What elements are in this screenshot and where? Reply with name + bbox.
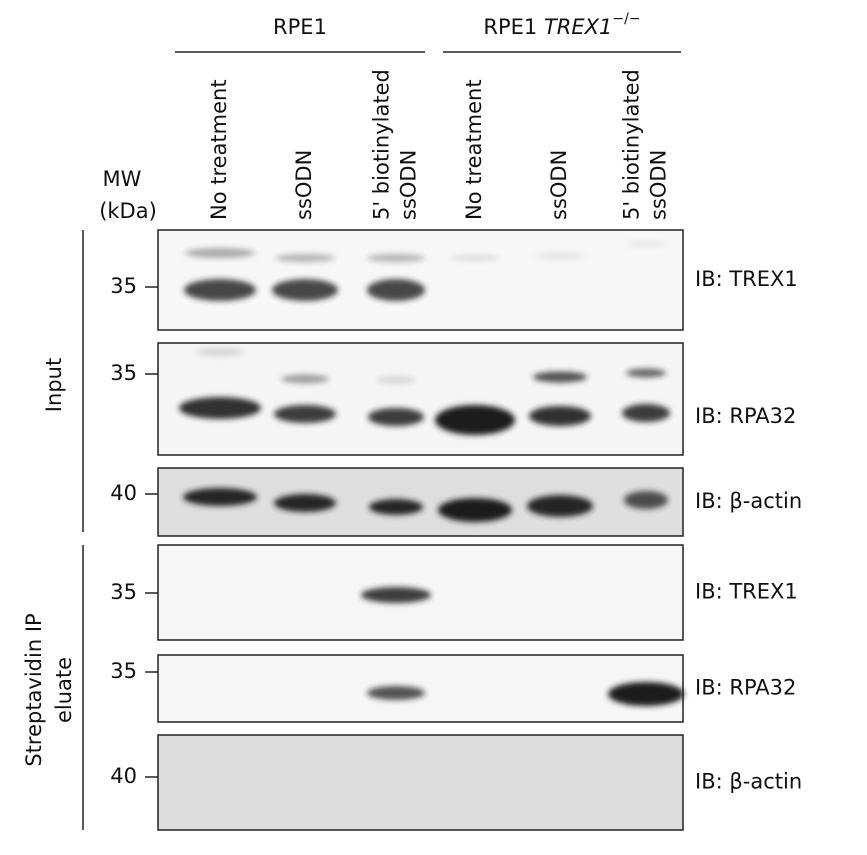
lane-label: ssODN bbox=[647, 150, 671, 220]
blot-panel bbox=[157, 229, 684, 331]
lane-label: 5' biotinylated bbox=[620, 69, 644, 220]
blot-panel bbox=[157, 654, 684, 723]
band bbox=[275, 254, 335, 262]
group-gene: TREX1 bbox=[544, 15, 612, 39]
band bbox=[529, 406, 591, 426]
mw-header: (kDa) bbox=[99, 199, 157, 223]
band bbox=[361, 587, 431, 603]
group-genotype: −/− bbox=[612, 11, 640, 27]
band bbox=[535, 253, 585, 259]
group-label: RPE1 TREX1−/− bbox=[483, 11, 640, 39]
lane-label: No treatment bbox=[462, 79, 486, 220]
mw-marker: 40 bbox=[110, 764, 137, 788]
band bbox=[272, 279, 338, 301]
band bbox=[179, 397, 261, 419]
band bbox=[367, 254, 425, 262]
band bbox=[376, 376, 416, 384]
mw-marker: 40 bbox=[110, 481, 137, 505]
band bbox=[195, 348, 245, 356]
mw-marker: 35 bbox=[110, 580, 137, 604]
mw-header: MW bbox=[103, 167, 142, 191]
band bbox=[367, 686, 425, 700]
band bbox=[624, 491, 668, 509]
group-label: RPE1 bbox=[273, 15, 327, 39]
group-text: RPE1 bbox=[483, 15, 537, 39]
band bbox=[626, 241, 666, 247]
blot-label: IB: TREX1 bbox=[695, 267, 798, 291]
blot-panel bbox=[157, 734, 684, 831]
band bbox=[622, 404, 670, 422]
blot-label: IB: β-actin bbox=[695, 770, 802, 794]
lane-label: ssODN bbox=[397, 150, 421, 220]
section-label: Streptavidin IP bbox=[22, 613, 46, 766]
band bbox=[184, 279, 256, 301]
mw-marker: 35 bbox=[110, 361, 137, 385]
lane-label: 5' biotinylated bbox=[370, 69, 394, 220]
band bbox=[369, 499, 423, 515]
band bbox=[368, 408, 424, 426]
section-label: eluate bbox=[52, 657, 76, 723]
band bbox=[608, 682, 684, 706]
band bbox=[435, 405, 515, 435]
blot-label: IB: RPA32 bbox=[695, 404, 796, 428]
band bbox=[438, 498, 512, 522]
blot-label: IB: TREX1 bbox=[695, 580, 798, 604]
band bbox=[274, 405, 336, 423]
blot-panel bbox=[157, 342, 684, 456]
lane-label: ssODN bbox=[547, 150, 571, 220]
band bbox=[626, 368, 666, 378]
mw-marker: 35 bbox=[110, 659, 137, 683]
band bbox=[185, 248, 255, 258]
band bbox=[533, 371, 587, 383]
band bbox=[281, 374, 329, 384]
lane-label: No treatment bbox=[207, 79, 231, 220]
blot-label: IB: RPA32 bbox=[695, 676, 796, 700]
content: No treatment ssODN 5' biotinylated ssODN No … bbox=[22, 69, 802, 831]
lane-label: ssODN bbox=[292, 150, 316, 220]
band bbox=[527, 495, 593, 517]
band bbox=[183, 488, 257, 506]
band bbox=[274, 494, 336, 512]
blot-label: IB: β-actin bbox=[695, 489, 802, 513]
band bbox=[450, 255, 500, 261]
section-label: Input bbox=[42, 358, 66, 412]
band bbox=[367, 279, 425, 301]
mw-marker: 35 bbox=[110, 274, 137, 298]
